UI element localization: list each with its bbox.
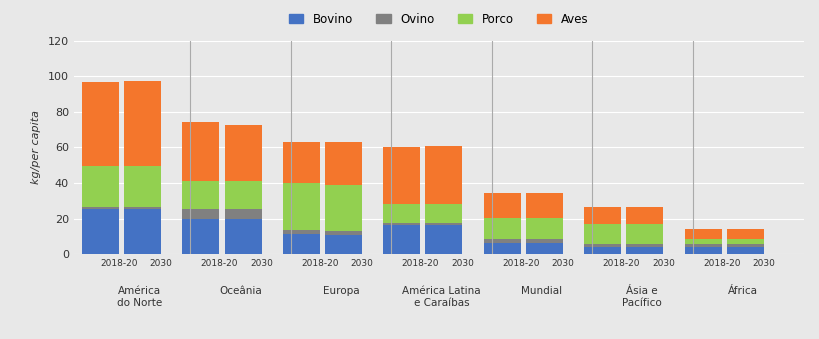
Bar (382, 146, 419, 204)
Bar (324, 235, 361, 254)
Bar (283, 234, 319, 254)
Bar (525, 239, 563, 243)
Bar (483, 243, 520, 254)
Bar (283, 142, 319, 183)
Bar (283, 230, 319, 234)
Text: América Latina
e Caraíbas: América Latina e Caraíbas (401, 286, 480, 308)
Y-axis label: kg/per capita: kg/per capita (31, 111, 41, 184)
Text: África: África (727, 286, 757, 296)
Bar (224, 125, 261, 181)
Bar (82, 209, 119, 254)
Bar (525, 243, 563, 254)
Bar (82, 82, 119, 166)
Bar (324, 142, 361, 185)
Bar (224, 219, 261, 254)
Bar (583, 207, 621, 224)
Bar (382, 225, 419, 254)
Bar (684, 229, 721, 239)
Bar (726, 229, 763, 239)
Bar (425, 225, 462, 254)
Bar (124, 209, 161, 254)
Bar (324, 231, 361, 235)
Bar (224, 209, 261, 219)
Bar (425, 223, 462, 225)
Bar (684, 239, 721, 243)
Bar (182, 181, 219, 209)
Bar (726, 243, 763, 247)
Bar (626, 247, 663, 254)
Legend: Bovino, Ovino, Porco, Aves: Bovino, Ovino, Porco, Aves (284, 8, 592, 31)
Bar (182, 209, 219, 219)
Bar (82, 166, 119, 207)
Bar (283, 183, 319, 230)
Bar (182, 122, 219, 181)
Bar (483, 218, 520, 239)
Bar (324, 185, 361, 231)
Bar (583, 247, 621, 254)
Bar (726, 247, 763, 254)
Bar (382, 223, 419, 225)
Bar (626, 207, 663, 224)
Bar (525, 218, 563, 239)
Bar (124, 207, 161, 209)
Bar (82, 207, 119, 209)
Bar (224, 181, 261, 209)
Text: Europa: Europa (322, 286, 359, 296)
Bar (684, 243, 721, 247)
Bar (382, 204, 419, 223)
Bar (124, 81, 161, 166)
Bar (182, 219, 219, 254)
Bar (483, 193, 520, 218)
Bar (583, 224, 621, 243)
Bar (726, 239, 763, 243)
Bar (626, 224, 663, 243)
Bar (684, 247, 721, 254)
Text: Ásia e
Pacífico: Ásia e Pacífico (622, 286, 662, 308)
Bar (525, 193, 563, 218)
Bar (425, 204, 462, 223)
Text: Mundial: Mundial (521, 286, 562, 296)
Bar (425, 146, 462, 204)
Text: América
do Norte: América do Norte (117, 286, 162, 308)
Bar (583, 243, 621, 247)
Bar (626, 243, 663, 247)
Text: Oceânia: Oceânia (219, 286, 261, 296)
Bar (124, 166, 161, 207)
Bar (483, 239, 520, 243)
